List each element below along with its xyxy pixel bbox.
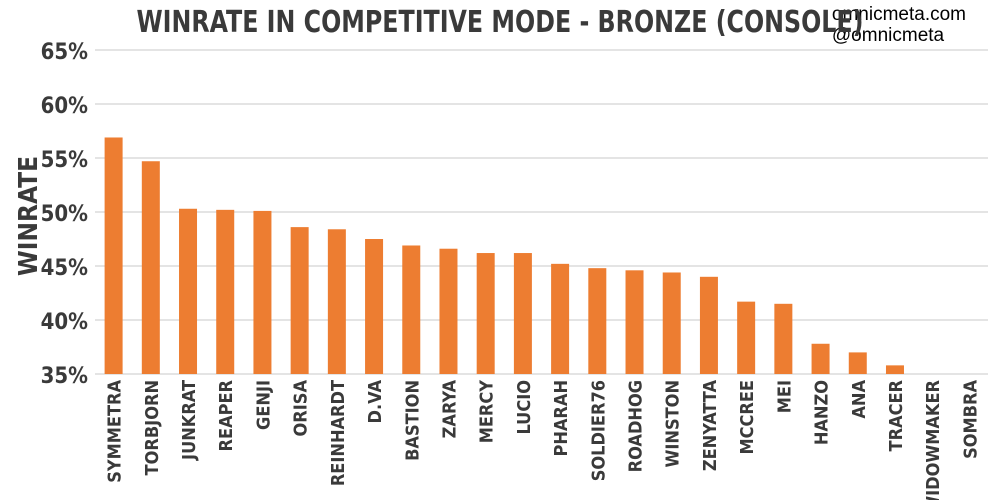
x-tick-label: ORISA <box>291 380 312 437</box>
gridlines <box>95 49 988 375</box>
bar-mccree <box>737 301 756 374</box>
bar-reaper <box>216 209 235 374</box>
bar-reinhardt <box>327 229 346 374</box>
bar-zarya <box>439 248 458 374</box>
x-tick-label: REAPER <box>216 379 237 451</box>
bar-genji <box>253 210 272 374</box>
y-tick-label: 35% <box>41 364 89 389</box>
bars <box>104 137 904 374</box>
x-tick-label: MCCREE <box>737 380 758 455</box>
bar-soldier76 <box>588 268 607 374</box>
x-tick-label: ZARYA <box>439 380 460 439</box>
bar-torbjorn <box>141 161 160 374</box>
x-tick-label: SOLDIER76 <box>588 380 609 481</box>
bar-mei <box>774 303 793 374</box>
x-tick-label: ANA <box>849 380 870 419</box>
chart-title: WINRATE IN COMPETITIVE MODE - BRONZE (CO… <box>136 4 863 39</box>
y-axis-ticks: 35% 40% 45% 50% 55% 60% 65% <box>41 40 89 389</box>
bar-ana <box>848 352 867 374</box>
y-tick-label: 55% <box>41 148 89 173</box>
y-tick-label: 40% <box>41 310 89 335</box>
x-tick-label: HANZO <box>812 380 833 445</box>
bar-pharah <box>551 263 570 374</box>
bar-bastion <box>402 245 421 374</box>
x-tick-label: D.VA <box>365 380 386 424</box>
bar-winston <box>662 272 681 374</box>
x-tick-label: GENJI <box>253 380 274 430</box>
credit-handle[interactable]: @omnicmeta <box>831 25 945 46</box>
bar-lucio <box>513 253 532 374</box>
x-tick-label: WINSTON <box>663 380 684 467</box>
x-tick-label: ZENYATTA <box>700 380 721 472</box>
y-tick-label: 45% <box>41 256 89 281</box>
y-tick-label: 65% <box>41 40 89 65</box>
x-axis-labels: SYMMETRA TORBJORN JUNKRAT REAPER GENJI ORISA R… <box>105 379 982 500</box>
bar-symmetra <box>104 137 123 374</box>
bar-zenyatta <box>699 276 718 374</box>
x-tick-label: MEI <box>774 380 795 413</box>
bar-d-va <box>365 239 384 374</box>
x-tick-label: JUNKRAT <box>179 380 200 461</box>
bar-mercy <box>476 253 495 374</box>
y-tick-label: 50% <box>41 202 89 227</box>
bar-roadhog <box>625 270 644 374</box>
credit-block: omnicmeta.com @omnicmeta <box>832 4 966 46</box>
bar-hanzo <box>811 343 830 374</box>
x-tick-label: WIDOWMAKER <box>923 379 944 500</box>
x-tick-label: MERCY <box>477 380 498 444</box>
bar-junkrat <box>179 208 198 374</box>
y-tick-label: 60% <box>41 94 89 119</box>
y-axis-title: WINRATE <box>14 156 44 276</box>
x-tick-label: SOMBRA <box>960 380 981 459</box>
x-tick-label: BASTION <box>402 380 423 461</box>
x-tick-label: REINHARDT <box>328 380 349 486</box>
x-tick-label: ROADHOG <box>626 380 647 472</box>
x-tick-label: SYMMETRA <box>105 380 126 483</box>
x-tick-label: TRACER <box>886 379 907 451</box>
bar-tracer <box>885 365 904 374</box>
x-tick-label: PHARAH <box>551 380 572 457</box>
bar-orisa <box>290 227 309 374</box>
x-tick-label: TORBJORN <box>142 380 163 475</box>
credit-website[interactable]: omnicmeta.com <box>831 4 966 25</box>
x-tick-label: LUCIO <box>514 380 535 435</box>
